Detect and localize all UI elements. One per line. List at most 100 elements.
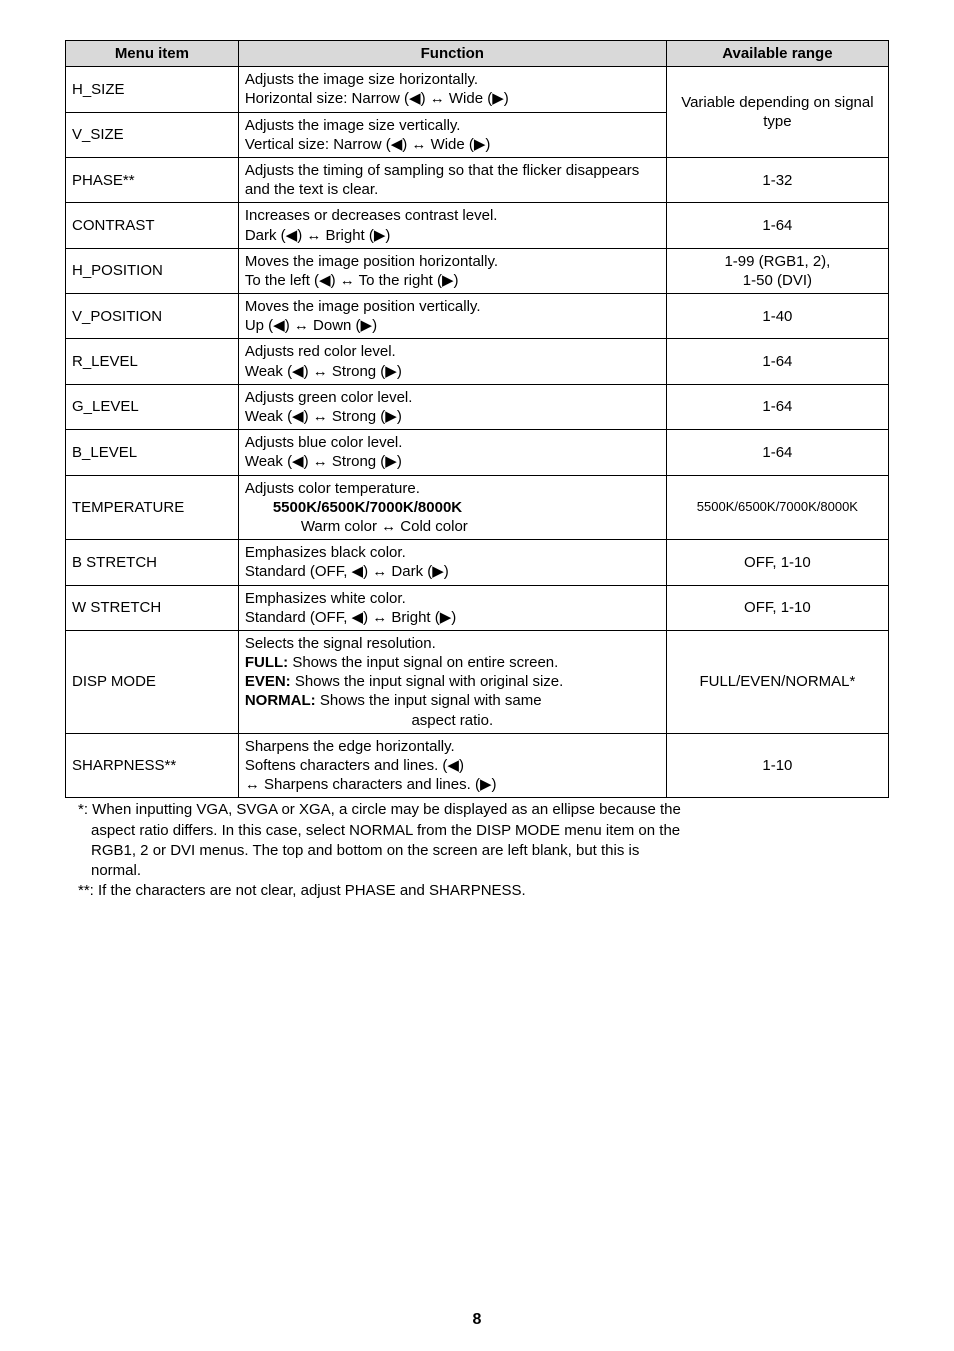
footnote-1-line: normal. [65, 861, 889, 881]
function-line-text: Shows the input signal on entire screen. [288, 654, 558, 671]
function-line: Weak (◀) ↔ Strong (▶) [245, 362, 660, 381]
function-line: EVEN: Shows the input signal with origin… [245, 672, 660, 691]
available-range-cell: 1-40 [666, 294, 888, 339]
menu-item-cell: PHASE** [66, 157, 239, 202]
menu-item-cell: TEMPERATURE [66, 475, 239, 540]
table-row: DISP MODESelects the signal resolution.F… [66, 630, 889, 733]
table-row: W STRETCHEmphasizes white color.Standard… [66, 585, 889, 630]
function-line: Adjusts the timing of sampling so that t… [245, 161, 660, 199]
menu-item-cell: H_SIZE [66, 67, 239, 112]
function-line: FULL: Shows the input signal on entire s… [245, 653, 660, 672]
function-line-bold-prefix: NORMAL: [245, 692, 316, 709]
function-line: Sharpens the edge horizontally. [245, 737, 660, 756]
function-cell: Adjusts red color level.Weak (◀) ↔ Stron… [238, 339, 666, 384]
available-range-cell: 1-64 [666, 203, 888, 248]
function-line: Weak (◀) ↔ Strong (▶) [245, 452, 660, 471]
function-line: Selects the signal resolution. [245, 634, 660, 653]
function-line: Adjusts red color level. [245, 342, 660, 361]
footnote-1-line: aspect ratio differs. In this case, sele… [65, 821, 889, 841]
table-row: V_POSITIONMoves the image position verti… [66, 294, 889, 339]
available-range-cell: OFF, 1-10 [666, 540, 888, 585]
header-available: Available range [666, 41, 888, 67]
available-range-cell: 1-32 [666, 157, 888, 202]
footnotes: *: When inputting VGA, SVGA or XGA, a ci… [65, 800, 889, 901]
menu-item-cell: H_POSITION [66, 248, 239, 293]
function-cell: Moves the image position horizontally.To… [238, 248, 666, 293]
function-line: Adjusts the image size vertically. [245, 116, 660, 135]
function-line: Adjusts the image size horizontally. [245, 70, 660, 89]
footnote-2: **: If the characters are not clear, adj… [65, 881, 889, 901]
function-line: Adjusts blue color level. [245, 433, 660, 452]
available-range-cell: OFF, 1-10 [666, 585, 888, 630]
menu-item-cell: G_LEVEL [66, 384, 239, 429]
function-cell: Adjusts color temperature.5500K/6500K/70… [238, 475, 666, 540]
table-row: H_POSITIONMoves the image position horiz… [66, 248, 889, 293]
table-row: B STRETCHEmphasizes black color.Standard… [66, 540, 889, 585]
page-number: 8 [0, 1311, 954, 1329]
menu-item-cell: R_LEVEL [66, 339, 239, 384]
table-row: B_LEVELAdjusts blue color level.Weak (◀)… [66, 430, 889, 475]
function-line: 5500K/6500K/7000K/8000K [245, 498, 660, 517]
available-range-cell: 5500K/6500K/7000K/8000K [666, 475, 888, 540]
settings-table: Menu item Function Available range H_SIZ… [65, 40, 889, 798]
function-cell: Sharpens the edge horizontally.Softens c… [238, 733, 666, 798]
function-cell: Emphasizes black color.Standard (OFF, ◀)… [238, 540, 666, 585]
function-line: Weak (◀) ↔ Strong (▶) [245, 407, 660, 426]
function-cell: Increases or decreases contrast level.Da… [238, 203, 666, 248]
function-line: Standard (OFF, ◀) ↔ Dark (▶) [245, 562, 660, 581]
function-line: Emphasizes black color. [245, 543, 660, 562]
available-range-cell: FULL/EVEN/NORMAL* [666, 630, 888, 733]
table-row: TEMPERATUREAdjusts color temperature.550… [66, 475, 889, 540]
function-cell: Emphasizes white color.Standard (OFF, ◀)… [238, 585, 666, 630]
available-range-cell: 1-10 [666, 733, 888, 798]
function-line-bold-prefix: EVEN: [245, 673, 291, 690]
table-row: SHARPNESS**Sharpens the edge horizontall… [66, 733, 889, 798]
function-line: Emphasizes white color. [245, 589, 660, 608]
menu-item-cell: V_POSITION [66, 294, 239, 339]
menu-item-cell: SHARPNESS** [66, 733, 239, 798]
header-menu: Menu item [66, 41, 239, 67]
table-row: R_LEVELAdjusts red color level.Weak (◀) … [66, 339, 889, 384]
function-line: Dark (◀) ↔ Bright (▶) [245, 226, 660, 245]
function-line: To the left (◀) ↔ To the right (▶) [245, 271, 660, 290]
available-range-cell: Variable depending on signal type [666, 67, 888, 158]
function-line: ↔ Sharpens characters and lines. (▶) [245, 775, 660, 794]
menu-item-cell: V_SIZE [66, 112, 239, 157]
table-row: G_LEVELAdjusts green color level.Weak (◀… [66, 384, 889, 429]
available-range-cell: 1-64 [666, 339, 888, 384]
function-cell: Adjusts the timing of sampling so that t… [238, 157, 666, 202]
function-cell: Adjusts blue color level.Weak (◀) ↔ Stro… [238, 430, 666, 475]
available-range-cell: 1-64 [666, 430, 888, 475]
menu-item-cell: DISP MODE [66, 630, 239, 733]
function-line: Horizontal size: Narrow (◀) ↔ Wide (▶) [245, 89, 660, 108]
table-row: PHASE**Adjusts the timing of sampling so… [66, 157, 889, 202]
function-line: NORMAL: Shows the input signal with same [245, 691, 660, 710]
function-line: Adjusts color temperature. [245, 479, 660, 498]
function-line-text: Shows the input signal with original siz… [291, 673, 564, 690]
function-cell: Adjusts the image size vertically.Vertic… [238, 112, 666, 157]
menu-item-cell: W STRETCH [66, 585, 239, 630]
table-row: CONTRASTIncreases or decreases contrast … [66, 203, 889, 248]
function-cell: Adjusts green color level.Weak (◀) ↔ Str… [238, 384, 666, 429]
function-cell: Moves the image position vertically.Up (… [238, 294, 666, 339]
available-range-cell: 1-99 (RGB1, 2), 1-50 (DVI) [666, 248, 888, 293]
function-line: Up (◀) ↔ Down (▶) [245, 316, 660, 335]
function-line: Softens characters and lines. (◀) [245, 756, 660, 775]
function-cell: Selects the signal resolution.FULL: Show… [238, 630, 666, 733]
function-line: Moves the image position horizontally. [245, 252, 660, 271]
available-range-cell: 1-64 [666, 384, 888, 429]
function-line-text: Shows the input signal with same [316, 692, 542, 709]
function-line: Warm color ↔ Cold color [245, 517, 660, 536]
menu-item-cell: B STRETCH [66, 540, 239, 585]
function-cell: Adjusts the image size horizontally.Hori… [238, 67, 666, 112]
function-line-text: 5500K/6500K/7000K/8000K [273, 499, 462, 516]
table-header-row: Menu item Function Available range [66, 41, 889, 67]
function-line: Vertical size: Narrow (◀) ↔ Wide (▶) [245, 135, 660, 154]
menu-item-cell: CONTRAST [66, 203, 239, 248]
function-line-bold-prefix: FULL: [245, 654, 288, 671]
function-line: Moves the image position vertically. [245, 297, 660, 316]
function-line: Increases or decreases contrast level. [245, 206, 660, 225]
footnote-1-line: RGB1, 2 or DVI menus. The top and bottom… [65, 841, 889, 861]
function-line: Standard (OFF, ◀) ↔ Bright (▶) [245, 608, 660, 627]
function-line: Adjusts green color level. [245, 388, 660, 407]
